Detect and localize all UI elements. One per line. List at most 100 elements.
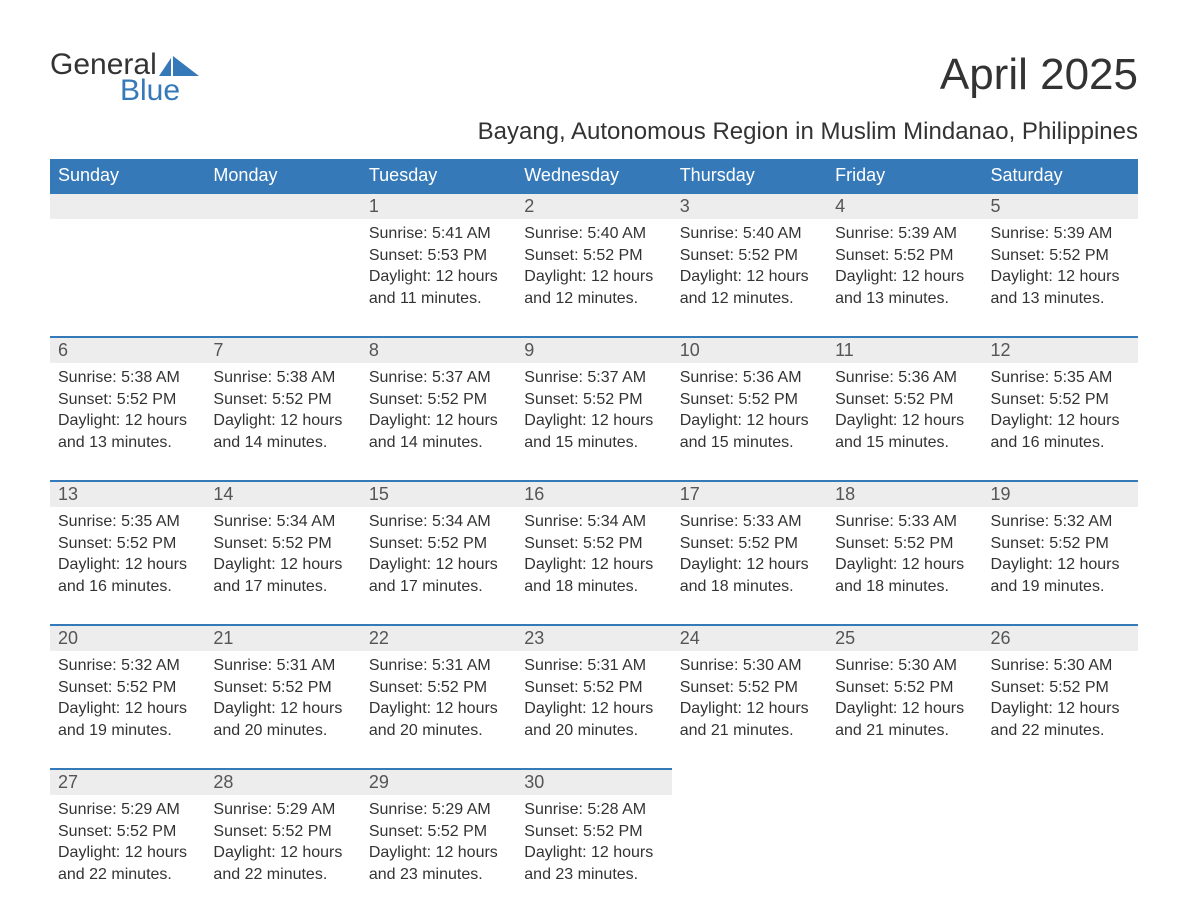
daylight-text: Daylight: 12 hours and 14 minutes. [369,410,508,453]
sunset-text: Sunset: 5:52 PM [58,677,197,699]
sunrise-text: Sunrise: 5:36 AM [835,367,974,389]
sunrise-text: Sunrise: 5:34 AM [213,511,352,533]
day-body: Sunrise: 5:40 AMSunset: 5:52 PMDaylight:… [672,219,827,319]
day-number: 3 [672,192,827,219]
daylight-text: Daylight: 12 hours and 17 minutes. [213,554,352,597]
sunset-text: Sunset: 5:52 PM [524,533,663,555]
calendar-cell: 28Sunrise: 5:29 AMSunset: 5:52 PMDayligh… [205,768,360,912]
sunset-text: Sunset: 5:52 PM [58,389,197,411]
daylight-text: Daylight: 12 hours and 22 minutes. [213,842,352,885]
daylight-text: Daylight: 12 hours and 23 minutes. [369,842,508,885]
calendar-body: 1Sunrise: 5:41 AMSunset: 5:53 PMDaylight… [50,192,1138,912]
daylight-text: Daylight: 12 hours and 20 minutes. [524,698,663,741]
day-body: Sunrise: 5:34 AMSunset: 5:52 PMDaylight:… [361,507,516,607]
day-body: Sunrise: 5:33 AMSunset: 5:52 PMDaylight:… [672,507,827,607]
calendar-cell: 1Sunrise: 5:41 AMSunset: 5:53 PMDaylight… [361,192,516,336]
sunset-text: Sunset: 5:52 PM [680,533,819,555]
sunset-text: Sunset: 5:52 PM [58,533,197,555]
calendar-cell: 7Sunrise: 5:38 AMSunset: 5:52 PMDaylight… [205,336,360,480]
daylight-text: Daylight: 12 hours and 19 minutes. [58,698,197,741]
daylight-text: Daylight: 12 hours and 13 minutes. [835,266,974,309]
sunset-text: Sunset: 5:52 PM [369,389,508,411]
sunset-text: Sunset: 5:52 PM [835,245,974,267]
day-body: Sunrise: 5:31 AMSunset: 5:52 PMDaylight:… [361,651,516,751]
day-number-empty [205,192,360,219]
day-body: Sunrise: 5:29 AMSunset: 5:52 PMDaylight:… [50,795,205,895]
day-number: 8 [361,336,516,363]
day-number: 22 [361,624,516,651]
sunset-text: Sunset: 5:52 PM [369,533,508,555]
day-number: 6 [50,336,205,363]
sunrise-text: Sunrise: 5:31 AM [369,655,508,677]
weekday-row: SundayMondayTuesdayWednesdayThursdayFrid… [50,159,1138,192]
day-number: 25 [827,624,982,651]
day-number: 11 [827,336,982,363]
sunrise-text: Sunrise: 5:33 AM [835,511,974,533]
weekday-header: Saturday [983,159,1138,192]
day-body: Sunrise: 5:39 AMSunset: 5:52 PMDaylight:… [827,219,982,319]
calendar-cell [827,768,982,912]
sunset-text: Sunset: 5:52 PM [680,245,819,267]
calendar-cell [672,768,827,912]
daylight-text: Daylight: 12 hours and 22 minutes. [991,698,1130,741]
daylight-text: Daylight: 12 hours and 18 minutes. [524,554,663,597]
calendar-cell: 20Sunrise: 5:32 AMSunset: 5:52 PMDayligh… [50,624,205,768]
day-body: Sunrise: 5:38 AMSunset: 5:52 PMDaylight:… [50,363,205,463]
daylight-text: Daylight: 12 hours and 13 minutes. [58,410,197,453]
sunset-text: Sunset: 5:52 PM [835,533,974,555]
daylight-text: Daylight: 12 hours and 22 minutes. [58,842,197,885]
day-number-empty [50,192,205,219]
day-body: Sunrise: 5:30 AMSunset: 5:52 PMDaylight:… [827,651,982,751]
sunrise-text: Sunrise: 5:29 AM [58,799,197,821]
sunset-text: Sunset: 5:52 PM [213,533,352,555]
logo: General Blue [50,50,199,106]
day-number: 18 [827,480,982,507]
day-body: Sunrise: 5:34 AMSunset: 5:52 PMDaylight:… [205,507,360,607]
calendar-cell: 25Sunrise: 5:30 AMSunset: 5:52 PMDayligh… [827,624,982,768]
daylight-text: Daylight: 12 hours and 18 minutes. [680,554,819,597]
calendar-head: SundayMondayTuesdayWednesdayThursdayFrid… [50,159,1138,192]
sunrise-text: Sunrise: 5:30 AM [680,655,819,677]
daylight-text: Daylight: 12 hours and 11 minutes. [369,266,508,309]
calendar-cell: 8Sunrise: 5:37 AMSunset: 5:52 PMDaylight… [361,336,516,480]
sunset-text: Sunset: 5:52 PM [213,677,352,699]
calendar-cell: 2Sunrise: 5:40 AMSunset: 5:52 PMDaylight… [516,192,671,336]
sunrise-text: Sunrise: 5:38 AM [213,367,352,389]
page-header: General Blue April 2025 Bayang, Autonomo… [50,50,1138,154]
sunset-text: Sunset: 5:52 PM [58,821,197,843]
sunset-text: Sunset: 5:52 PM [991,245,1130,267]
day-body: Sunrise: 5:35 AMSunset: 5:52 PMDaylight:… [50,507,205,607]
day-body: Sunrise: 5:30 AMSunset: 5:52 PMDaylight:… [672,651,827,751]
day-number: 1 [361,192,516,219]
sunset-text: Sunset: 5:52 PM [680,389,819,411]
day-body: Sunrise: 5:41 AMSunset: 5:53 PMDaylight:… [361,219,516,319]
day-body: Sunrise: 5:36 AMSunset: 5:52 PMDaylight:… [672,363,827,463]
calendar-week-row: 6Sunrise: 5:38 AMSunset: 5:52 PMDaylight… [50,336,1138,480]
daylight-text: Daylight: 12 hours and 18 minutes. [835,554,974,597]
calendar-cell: 11Sunrise: 5:36 AMSunset: 5:52 PMDayligh… [827,336,982,480]
logo-text-blue: Blue [50,76,199,106]
sunset-text: Sunset: 5:52 PM [680,677,819,699]
sunrise-text: Sunrise: 5:36 AM [680,367,819,389]
sunrise-text: Sunrise: 5:29 AM [369,799,508,821]
sunrise-text: Sunrise: 5:39 AM [835,223,974,245]
sunrise-text: Sunrise: 5:28 AM [524,799,663,821]
daylight-text: Daylight: 12 hours and 21 minutes. [835,698,974,741]
day-number: 29 [361,768,516,795]
sunrise-text: Sunrise: 5:32 AM [58,655,197,677]
sunrise-text: Sunrise: 5:40 AM [680,223,819,245]
sunrise-text: Sunrise: 5:31 AM [213,655,352,677]
calendar-cell: 12Sunrise: 5:35 AMSunset: 5:52 PMDayligh… [983,336,1138,480]
sunrise-text: Sunrise: 5:34 AM [369,511,508,533]
sunset-text: Sunset: 5:52 PM [524,389,663,411]
daylight-text: Daylight: 12 hours and 16 minutes. [58,554,197,597]
title-block: April 2025 Bayang, Autonomous Region in … [478,50,1138,154]
daylight-text: Daylight: 12 hours and 20 minutes. [369,698,508,741]
day-number: 10 [672,336,827,363]
daylight-text: Daylight: 12 hours and 15 minutes. [524,410,663,453]
day-number: 2 [516,192,671,219]
sunrise-text: Sunrise: 5:39 AM [991,223,1130,245]
day-number: 30 [516,768,671,795]
sunrise-text: Sunrise: 5:29 AM [213,799,352,821]
calendar-cell: 26Sunrise: 5:30 AMSunset: 5:52 PMDayligh… [983,624,1138,768]
